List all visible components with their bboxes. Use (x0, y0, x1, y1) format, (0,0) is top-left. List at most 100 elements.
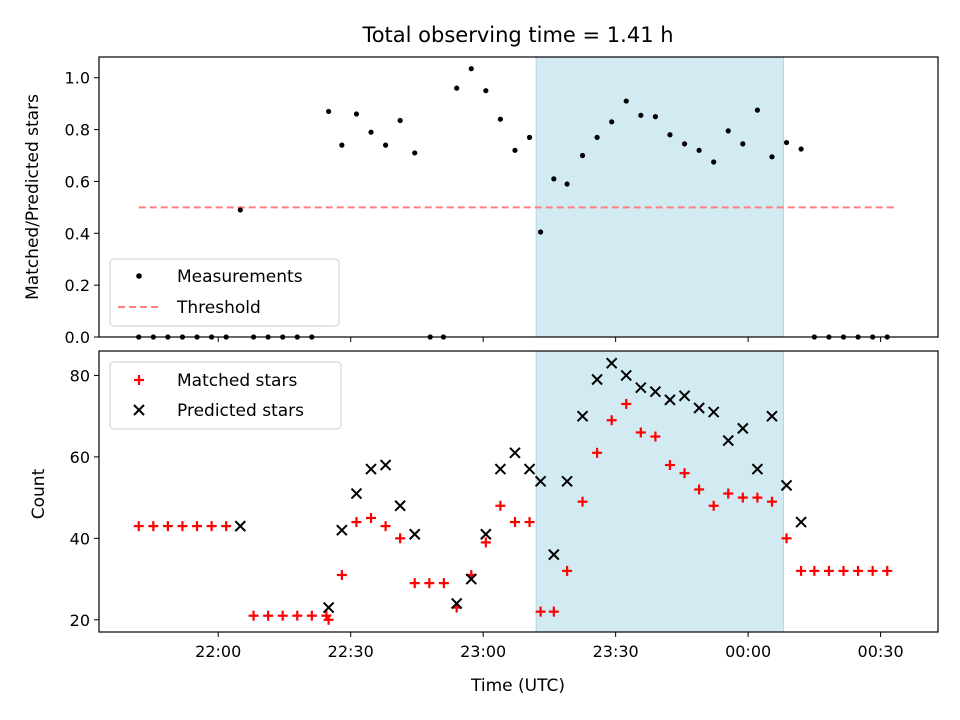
xtick-label: 00:30 (858, 642, 904, 661)
xtick-label: 22:30 (328, 642, 374, 661)
matched-star-point (679, 468, 690, 479)
measurement-point (754, 107, 760, 113)
top-ylabel: Matched/Predicted stars (23, 94, 43, 300)
predicted-star-point (605, 357, 618, 369)
measurement-point (564, 181, 570, 187)
measurement-point (483, 88, 489, 94)
legend-frame (109, 361, 342, 430)
measurement-point (382, 142, 389, 148)
matched-star-point (867, 565, 878, 576)
measurement-point (551, 176, 557, 182)
bottom-xlabel: Time (UTC) (470, 676, 565, 696)
measurement-point (667, 132, 673, 138)
measurement-point (512, 147, 518, 153)
matched-star-point (548, 606, 559, 617)
measurement-point (353, 111, 360, 117)
predicted-star-point (234, 520, 247, 532)
matched-star-point (380, 521, 391, 532)
measurement-point (769, 154, 775, 160)
bottom-legend: Matched stars Predicted stars (109, 361, 342, 430)
matched-star-point (853, 565, 864, 576)
predicted-star-point (494, 463, 507, 475)
matched-star-point (277, 610, 288, 621)
predicted-star-point (795, 516, 807, 528)
predicted-star-point (534, 475, 547, 488)
predicted-star-point (509, 447, 521, 459)
observing-span (535, 56, 784, 338)
legend-measurement-marker (136, 273, 142, 279)
matched-star-point (480, 537, 491, 548)
matched-star-point (823, 565, 834, 576)
axes-frame (98, 350, 939, 633)
measurement-point (368, 129, 374, 135)
xtick-label: 23:00 (460, 642, 506, 661)
matched-star-point (248, 610, 259, 621)
predicted-star-point (561, 475, 573, 488)
predicted-star-point (707, 406, 720, 418)
measurement-point (579, 152, 586, 159)
matched-star-point (438, 578, 449, 589)
measurement-point (696, 147, 702, 153)
measurement-point (237, 207, 243, 213)
ytick-label: 40 (70, 529, 90, 548)
predicted-star-point (576, 410, 589, 422)
measurement-point (339, 142, 345, 148)
predicted-star-point (523, 463, 536, 475)
predicted-star-point (591, 373, 603, 386)
xtick-label: 22:00 (195, 642, 241, 661)
matched-star-point (409, 578, 420, 589)
matched-star-point (708, 500, 719, 511)
legend-threshold-label: Threshold (176, 298, 261, 318)
predicted-star-point (480, 528, 492, 540)
predicted-star-point (649, 386, 662, 398)
xtick-label: 00:00 (725, 642, 771, 661)
matched-star-point (766, 496, 777, 507)
ratio-axes: 0.0 0.2 0.4 0.6 0.8 1.0 Measurements Threshold (65, 56, 939, 347)
matched-star-point (781, 533, 792, 544)
matched-star-point (351, 517, 362, 528)
predicted-star-point (766, 410, 778, 422)
predicted-star-point (465, 573, 477, 585)
matched-star-point (263, 610, 274, 621)
predicted-star-point (664, 394, 676, 406)
legend-measurements-label: Measurements (177, 267, 303, 287)
measurement-point (397, 117, 403, 124)
measurement-point (798, 146, 804, 152)
matched-star-point (148, 521, 159, 532)
axes-frame (98, 56, 939, 338)
matched-star-point (621, 398, 632, 409)
figure-title: Total observing time = 1.41 h (361, 23, 673, 47)
matched-star-point (838, 565, 849, 576)
matched-star-point (306, 610, 317, 621)
bottom-ylabel: Count (29, 468, 49, 519)
matched-star-point (635, 427, 646, 438)
predicted-star-point (450, 597, 463, 610)
ytick-label: 0.8 (65, 121, 90, 140)
count-axes: 20 40 60 80 Matched stars Predicted stars 22:0… (70, 350, 939, 661)
measurement-point (652, 114, 658, 120)
matched-stars-points (133, 398, 893, 625)
measurement-point (681, 141, 688, 147)
matched-star-point (366, 512, 377, 523)
predicted-star-point (780, 479, 793, 492)
measurement-point (526, 134, 533, 140)
matched-star-point (395, 533, 406, 544)
observing-span (535, 350, 784, 633)
ytick-label: 0.4 (65, 224, 90, 243)
matched-star-point (664, 460, 675, 471)
matched-star-point (524, 517, 535, 528)
ytick-label: 0.2 (65, 276, 90, 295)
predicted-star-point (409, 528, 421, 540)
legend-frame (109, 258, 340, 327)
predicted-star-point (365, 463, 377, 475)
matched-star-point (495, 500, 506, 511)
matched-star-point (650, 431, 661, 442)
measurement-point (783, 139, 790, 146)
matched-star-point (323, 614, 334, 625)
measurement-point (623, 98, 629, 104)
predicted-star-point (620, 369, 632, 382)
matched-star-point (292, 610, 303, 621)
matched-star-point (752, 492, 763, 503)
legend-matched-label: Matched stars (177, 371, 297, 391)
measurement-point (609, 119, 615, 125)
